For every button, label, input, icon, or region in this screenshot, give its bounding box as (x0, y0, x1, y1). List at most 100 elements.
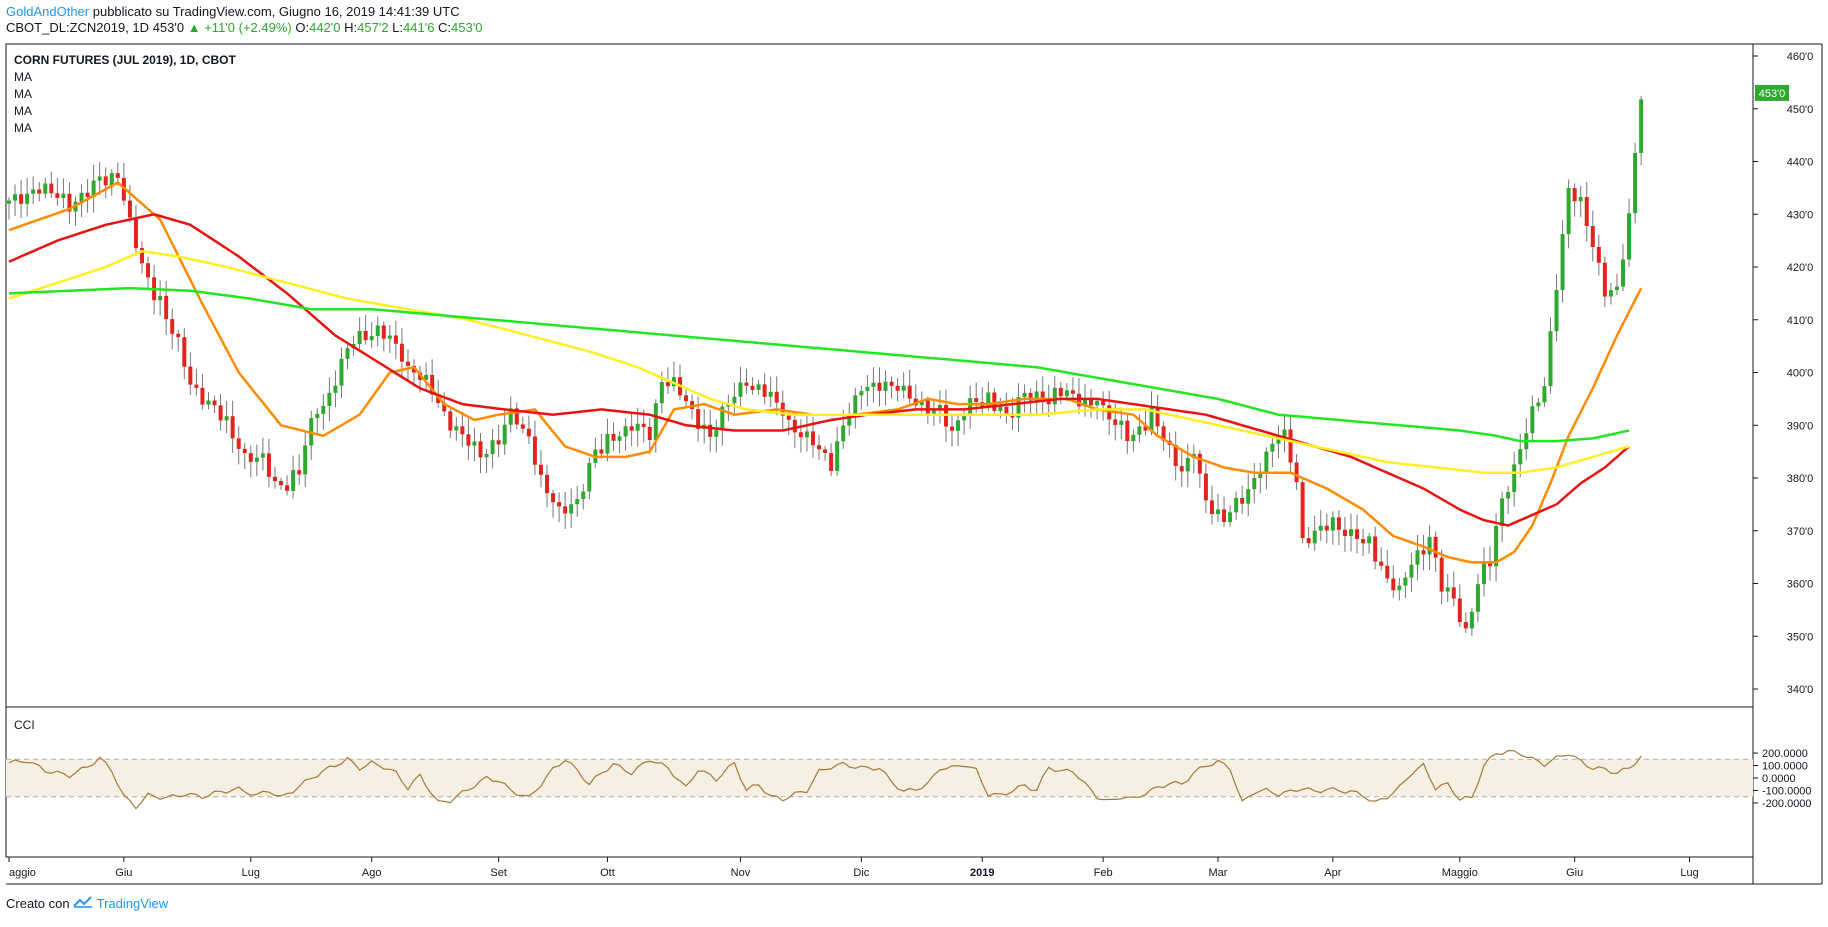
candle-up (158, 295, 163, 301)
candle-up (1578, 197, 1583, 202)
candle-up (569, 504, 574, 514)
candle-up (1228, 512, 1233, 523)
candle-up (109, 173, 114, 186)
candle-down (200, 387, 205, 405)
ma-line-green (8, 286, 1630, 443)
candle-down (641, 423, 646, 427)
candle-up (1506, 492, 1511, 499)
candle-down (85, 192, 90, 197)
candle-up (883, 381, 888, 391)
time-tick-label: Ott (600, 867, 615, 879)
open-value: 442'0 (309, 20, 341, 35)
candle-up (847, 415, 852, 426)
candle-down (877, 382, 882, 391)
candle-up (1330, 517, 1335, 531)
cci-tick-label: 0.0000 (1762, 773, 1796, 785)
candle-up (339, 358, 344, 386)
candle-down (1361, 539, 1366, 544)
price-tick-label: 430'0 (1787, 209, 1814, 221)
candle-up (871, 382, 876, 387)
candle-up (387, 335, 392, 339)
candle-down (230, 416, 235, 439)
candle-down (1288, 429, 1293, 463)
candle-up (1548, 331, 1553, 387)
price-tick-label: 380'0 (1787, 473, 1814, 485)
candle-down (1209, 500, 1214, 515)
candle-up (97, 176, 102, 181)
candle-down (448, 411, 453, 431)
candle-up (635, 423, 640, 431)
candle-up (653, 403, 658, 441)
price-tick-label: 350'0 (1787, 631, 1814, 643)
candle-up (1022, 392, 1027, 398)
candle-up (345, 348, 350, 359)
candle-down (1584, 197, 1589, 227)
candle-up (1554, 289, 1559, 332)
candle-down (1463, 622, 1468, 629)
tradingview-logo-icon[interactable] (73, 896, 96, 911)
ma-legend-1[interactable]: MA (14, 70, 32, 84)
price-tick-label: 370'0 (1787, 526, 1814, 538)
candle-up (738, 382, 743, 397)
candle-down (744, 382, 749, 386)
ma-line-red (8, 213, 1630, 527)
candle-down (1385, 565, 1390, 579)
candle-down (557, 502, 562, 507)
candle-up (1415, 550, 1420, 565)
candle-down (381, 325, 386, 339)
candle-up (1427, 536, 1432, 555)
candle-down (526, 428, 531, 437)
candle-down (1421, 550, 1426, 555)
candle-up (1064, 390, 1069, 397)
candle-down (774, 391, 779, 403)
time-tick-label: 2019 (970, 867, 994, 879)
candle-up (617, 436, 622, 441)
candle-up (79, 192, 84, 202)
candle-down (611, 433, 616, 441)
candle-down (242, 448, 247, 454)
candle-down (1306, 538, 1311, 544)
candle-down (786, 415, 791, 420)
candle-up (375, 325, 380, 337)
time-tick-label: Ago (362, 867, 382, 879)
cci-tick-label: 100.0000 (1762, 761, 1808, 773)
candle-up (623, 426, 628, 437)
candle-down (1488, 562, 1493, 567)
low-value: 441'6 (403, 20, 435, 35)
candle-down (992, 392, 997, 412)
candle-up (254, 457, 259, 462)
candle-up (291, 470, 296, 491)
candle-up (1348, 529, 1353, 536)
candle-down (563, 506, 568, 514)
author-link[interactable]: GoldAndOther (6, 4, 90, 19)
price-tick-label: 450'0 (1787, 104, 1814, 116)
ma-legend-4[interactable]: MA (14, 121, 32, 135)
candle-up (720, 406, 725, 431)
candle-down (629, 426, 634, 431)
cci-legend[interactable]: CCI (14, 718, 35, 732)
time-tick-label: Lug (1680, 867, 1698, 879)
ma-legend-2[interactable]: MA (14, 87, 32, 101)
open-label: O: (295, 20, 310, 35)
candle-up (1367, 536, 1372, 544)
candle-up (1639, 99, 1644, 153)
candle-down (1155, 406, 1160, 427)
ma-legend-3[interactable]: MA (14, 104, 32, 118)
footer-brand[interactable]: TradingView (96, 896, 169, 911)
candle-up (1500, 498, 1505, 527)
candle-up (1185, 457, 1190, 472)
footer: Creato con TradingView (6, 896, 168, 911)
candle-down (399, 343, 404, 362)
candle-up (327, 392, 332, 406)
last-price-tag-label: 453'0 (1759, 88, 1786, 100)
candle-up (1276, 439, 1281, 444)
candle-up (1083, 398, 1088, 407)
cci-tick-label: 200.0000 (1762, 748, 1808, 760)
candle-up (1614, 286, 1619, 291)
candle-down (1572, 188, 1577, 202)
price-change: +11'0 (+2.49%) (204, 20, 292, 35)
price-tick-label: 360'0 (1787, 579, 1814, 591)
candle-down (412, 365, 417, 373)
